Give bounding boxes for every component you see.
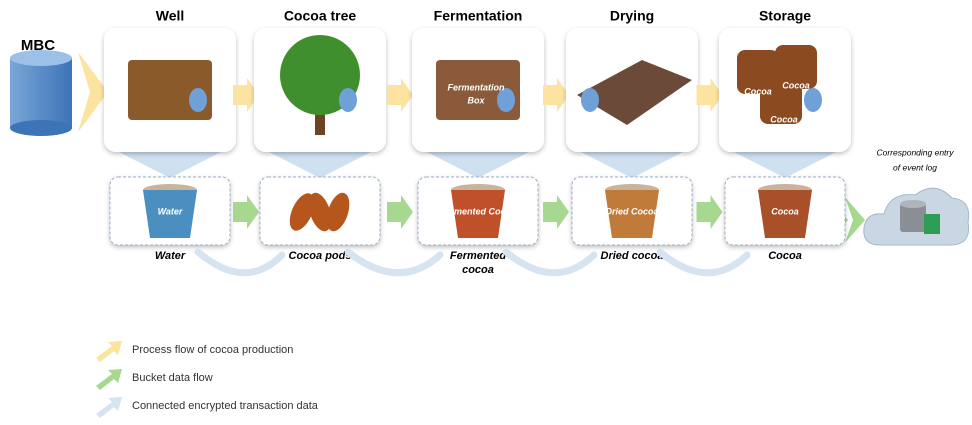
stage-funnel [115,150,225,178]
image-label: Cocoa [770,114,798,124]
stage-funnel [265,150,375,178]
image-label: Fermentation [447,82,505,92]
transaction-link [660,252,747,273]
stage-funnel [730,150,840,178]
output-label: cocoa [462,264,494,276]
blockchain-node [804,88,822,112]
diagram: MBC WellWaterWaterWaterCocoa treeCocoa p… [0,0,972,420]
transaction-link [506,252,594,273]
event-log-label: of event log [893,162,937,172]
process-arrow [543,78,569,112]
transaction-link [348,252,440,273]
legend-icon [96,341,122,362]
image-label: Water [193,118,218,128]
stage-funnel [423,150,533,178]
event-log-label: Corresponding entry [876,147,954,157]
output-label: Water [155,250,186,262]
legend-icon [96,369,122,390]
stage-title: Drying [610,8,654,24]
process-arrow [78,52,108,132]
output-label: Cocoa pods [289,250,352,262]
bucket-arrow [697,195,723,229]
image-label: Cocoa [744,86,772,96]
bucket-label: Dried Cocoa [605,206,658,216]
stage-funnel [577,150,687,178]
output-label: Cocoa [768,250,802,262]
legend-label: Bucket data flow [132,372,213,384]
blockchain-node [189,88,207,112]
bucket-label: Cocoa [771,206,799,216]
image-label: Cocoa [782,80,810,90]
stage-title: Well [156,8,185,24]
blockchain-node [339,88,357,112]
output-label: Fermented [450,250,507,262]
blockchain-node [581,88,599,112]
bucket-arrow [233,195,259,229]
bucket-arrow [387,195,413,229]
bucket-arrow [543,195,569,229]
legend-icon [96,397,122,418]
stage-title: Fermentation [434,8,523,24]
cloud [864,188,969,245]
output-label: Dried cocoa [601,250,664,262]
bucket-label: Water [158,206,183,216]
bucket-label: Fermented Cocoa [440,206,516,216]
stage-title: Storage [759,8,811,24]
image-label: Box [467,95,485,105]
process-arrow [697,78,723,112]
legend-label: Connected encrypted transaction data [132,400,319,412]
transaction-link [198,252,282,273]
stage-title: Cocoa tree [284,8,357,24]
process-arrow [387,78,413,112]
mbc-cylinder [10,50,72,136]
legend-label: Process flow of cocoa production [132,344,293,356]
